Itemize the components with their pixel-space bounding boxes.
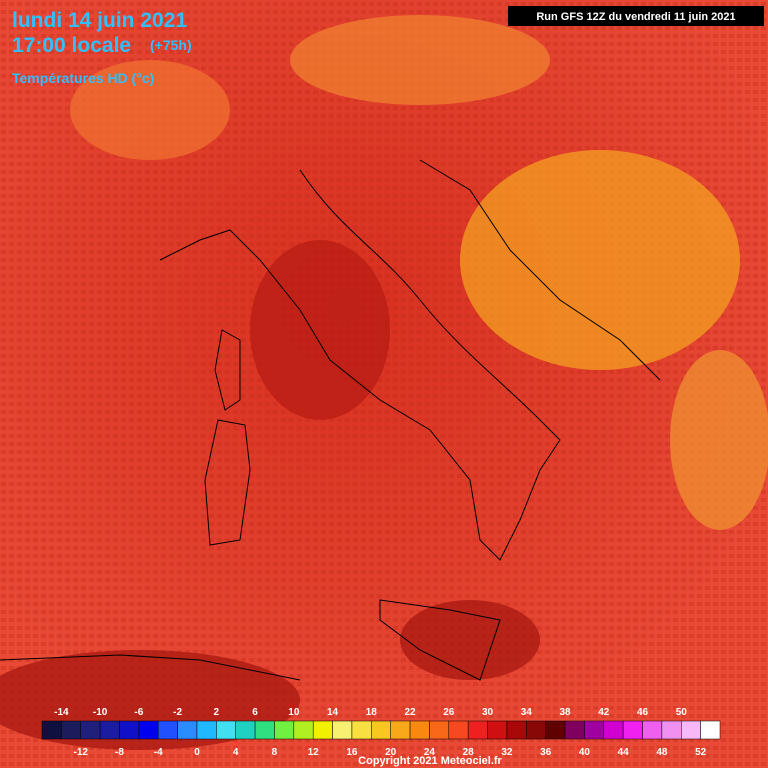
legend-swatch — [332, 720, 353, 740]
legend-label: -2 — [173, 707, 182, 718]
legend-label: 22 — [404, 707, 416, 718]
legend-swatch — [177, 720, 198, 740]
legend-swatch — [429, 720, 450, 740]
date: lundi 14 juin 2021 — [12, 9, 187, 32]
legend-swatch — [681, 720, 701, 740]
legend-swatch — [448, 720, 469, 740]
parameter: Températures HD (°c) — [12, 70, 154, 86]
legend-label: 14 — [327, 707, 339, 718]
legend-swatch — [467, 720, 488, 740]
legend-label: 30 — [482, 707, 494, 718]
copyright: Copyright 2021 Meteociel.fr — [358, 755, 502, 767]
legend-swatch — [622, 720, 643, 740]
run-box — [508, 6, 764, 26]
legend-label: 40 — [579, 747, 591, 758]
run-info: Run GFS 12Z du vendredi 11 juin 2021 — [536, 11, 735, 23]
legend-swatch — [293, 720, 314, 740]
legend-label: 20 — [385, 747, 397, 758]
legend-swatch — [506, 720, 527, 740]
legend-label: 36 — [540, 747, 552, 758]
legend-label: -4 — [154, 747, 163, 758]
legend-label: 6 — [252, 707, 258, 718]
legend-swatch — [254, 720, 275, 740]
legend-label: 34 — [521, 707, 533, 718]
legend-swatch — [526, 720, 546, 740]
legend-swatch — [138, 720, 159, 740]
legend-label: 16 — [346, 747, 358, 758]
legend-swatch — [371, 720, 391, 740]
legend-swatch — [61, 720, 81, 740]
legend-swatch — [584, 720, 605, 740]
legend-swatch — [274, 720, 295, 740]
legend-label: 8 — [272, 747, 278, 758]
legend: -14 -10 -6 -2 2 6 10 14 18 22 26 30 34 38 42 46 50-12 -8-… — [41, 707, 721, 758]
coastlines — [0, 159, 661, 681]
legend-swatch — [603, 720, 624, 740]
legend-label: 2 — [214, 707, 220, 718]
legend-label: 50 — [676, 707, 688, 718]
legend-swatch — [80, 720, 101, 740]
legend-swatch — [642, 720, 663, 740]
legend-swatch — [196, 720, 217, 740]
legend-swatch — [312, 720, 333, 740]
legend-swatch — [390, 720, 411, 740]
legend-label: 52 — [695, 747, 707, 758]
legend-label: 24 — [424, 747, 436, 758]
legend-label: 18 — [366, 707, 378, 718]
lead-time: (+75h) — [150, 37, 192, 53]
legend-label: 12 — [308, 747, 320, 758]
legend-label: 44 — [618, 747, 630, 758]
legend-label: -8 — [115, 747, 124, 758]
legend-label: 10 — [288, 707, 300, 718]
legend-swatch — [157, 720, 178, 740]
legend-label: 42 — [598, 707, 610, 718]
legend-swatch — [99, 720, 120, 740]
legend-label: 48 — [656, 747, 668, 758]
legend-swatch — [216, 720, 236, 740]
legend-swatch — [119, 720, 140, 740]
legend-swatch — [41, 720, 62, 740]
legend-swatch — [351, 720, 372, 740]
legend-label: 4 — [233, 747, 239, 758]
legend-label: 38 — [559, 707, 571, 718]
legend-swatch — [235, 720, 256, 740]
legend-label: 28 — [463, 747, 475, 758]
legend-label: 0 — [194, 747, 200, 758]
legend-swatch — [661, 720, 682, 740]
legend-label: -14 — [54, 707, 69, 718]
time: 17:00 locale — [12, 34, 131, 57]
legend-label: 26 — [443, 707, 455, 718]
legend-label: -12 — [74, 747, 89, 758]
legend-label: -10 — [93, 707, 108, 718]
legend-label: 46 — [637, 707, 649, 718]
legend-swatch — [545, 720, 566, 740]
legend-swatch — [564, 720, 585, 740]
legend-label: 32 — [501, 747, 513, 758]
legend-swatch — [700, 720, 721, 740]
legend-label: -6 — [134, 707, 143, 718]
legend-swatch — [487, 720, 508, 740]
legend-swatch — [409, 720, 430, 740]
